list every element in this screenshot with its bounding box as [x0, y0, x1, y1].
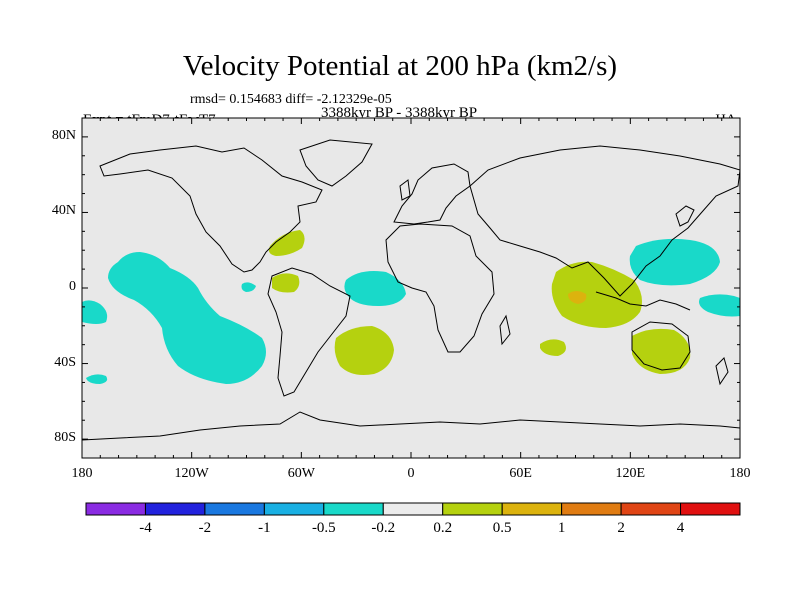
colorbar-swatch — [501, 502, 563, 516]
lon-label: 180 — [71, 466, 93, 481]
lon-label: 120E — [615, 466, 646, 481]
colorbar-swatch — [561, 502, 622, 516]
coastline-australia — [631, 321, 691, 371]
positive-anomaly-maximum-indian-ocean — [568, 291, 587, 304]
colorbar-label: 0.5 — [492, 520, 512, 536]
colorbar-swatch — [620, 502, 682, 516]
anomaly-fields — [82, 230, 740, 384]
colorbar-swatch — [442, 502, 503, 516]
coastline-new-zealand — [715, 357, 729, 386]
lat-label: 40S — [54, 354, 76, 370]
negative-anomaly-west-pacific-edge — [82, 300, 108, 324]
coastline-antarctica — [82, 411, 740, 441]
lat-label: 80N — [51, 127, 76, 143]
colorbar-swatch — [263, 502, 325, 516]
negative-anomaly-caribbean-small — [241, 282, 256, 292]
coastlines — [82, 139, 740, 441]
colorbar-label: -0.2 — [371, 520, 396, 536]
statistics-label: rmsd= 0.154683 diff= -2.12329e-05 — [190, 92, 392, 107]
positive-anomaly-northern-south-america — [272, 273, 300, 293]
positive-anomaly-gulf-of-mexico — [268, 230, 305, 256]
coastline-africa — [385, 223, 495, 353]
negative-anomaly-tropical-atlantic — [344, 271, 406, 306]
lon-label: 60E — [509, 466, 532, 481]
colorbar-swatch — [204, 502, 265, 516]
period-label: 3388kyr BP - 3388kyr BP — [321, 105, 478, 121]
positive-anomaly-australia — [632, 328, 691, 374]
coastline-south-america — [267, 267, 351, 397]
coastline-north-america — [99, 145, 323, 273]
colorbar — [85, 502, 741, 516]
colorbar-swatch — [144, 502, 206, 516]
lon-label: 0 — [407, 466, 415, 481]
chart-title: Velocity Potential at 200 hPa (km2/s) — [182, 50, 618, 82]
colorbar-label: -0.5 — [311, 520, 336, 536]
coastline-madagascar — [499, 314, 511, 346]
lon-label: 60W — [287, 466, 315, 481]
lat-label: 80S — [54, 430, 76, 446]
coastline-asia — [469, 145, 740, 297]
coastline-europe — [393, 163, 471, 225]
colorbar-swatch — [85, 502, 146, 516]
colorbar-label: 2 — [617, 520, 625, 536]
coastline-uk — [399, 179, 411, 201]
positive-anomaly-south-atlantic — [334, 326, 394, 375]
colorbar-label: 1 — [557, 520, 566, 536]
negative-anomaly-east-of-new-guinea — [699, 294, 740, 317]
lon-label: 120W — [174, 466, 209, 481]
negative-anomaly-east-pacific — [108, 252, 266, 384]
colorbar-swatch — [382, 502, 444, 516]
positive-anomaly-south-indian-small — [540, 339, 566, 356]
colorbar-label: 0.2 — [433, 520, 453, 536]
colorbar-label: -2 — [198, 520, 212, 536]
colorbar-swatch — [680, 502, 741, 516]
lat-label: 40N — [51, 203, 76, 219]
positive-anomaly-indian-ocean — [551, 261, 642, 328]
coastline-japan — [675, 205, 695, 227]
lat-label: 0 — [69, 279, 76, 294]
colorbar-label: 4 — [676, 520, 685, 536]
negative-anomaly-northwest-pacific — [629, 238, 720, 286]
negative-anomaly-south-pacific-small — [86, 374, 108, 384]
coastline-greenland — [299, 139, 373, 187]
colorbar-label: -1 — [258, 520, 271, 536]
axis-ticks — [81, 118, 741, 458]
coastline-indonesia — [595, 291, 691, 311]
colorbar-swatch — [323, 502, 384, 516]
lon-label: 180 — [729, 466, 751, 481]
colorbar-label: -4 — [139, 520, 152, 536]
